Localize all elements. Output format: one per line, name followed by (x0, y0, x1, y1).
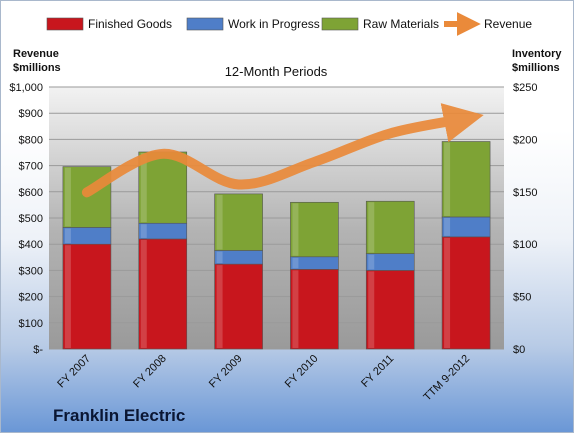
bar-raw-materials (138, 151, 188, 224)
chart-title: 12-Month Periods (225, 64, 328, 79)
bar-finished-goods (290, 269, 339, 350)
right-tick-label: $50 (513, 292, 531, 304)
bar-highlight (140, 239, 147, 348)
bar-raw-materials (441, 141, 491, 218)
left-tick-label: $500 (19, 213, 43, 225)
bar-highlight (292, 270, 299, 348)
right-tick-label: $150 (513, 187, 537, 199)
bar-highlight (216, 194, 223, 250)
bar-finished-goods (441, 236, 491, 350)
right-axis-title-line2: $millions (512, 62, 560, 74)
x-tick-label: FY 2011 (359, 353, 396, 390)
bar-highlight (64, 228, 71, 244)
legend-label-revenue: Revenue (484, 17, 532, 31)
bar-finished-goods (62, 243, 112, 350)
x-tick-label: FY 2009 (207, 353, 245, 391)
bar-raw-materials (365, 200, 415, 254)
legend-swatch-finished-goods (46, 17, 84, 31)
legend-label-raw-materials: Raw Materials (363, 17, 439, 31)
legend-swatch-work-in-progress (186, 17, 224, 31)
right-axis-ticks: $0 $50 $100 $150 $200 $250 (513, 82, 537, 356)
bar-raw-materials (214, 193, 263, 251)
revenue-line (81, 103, 484, 198)
bar-finished-goods (214, 263, 263, 350)
x-tick-label: FY 2007 (55, 353, 93, 391)
bar-highlight (140, 224, 147, 238)
right-tick-label: $0 (513, 344, 525, 356)
bar-highlight (216, 265, 223, 348)
left-axis-ticks: $- $100 $200 $300 $400 $500 $600 $700 $800 $900 $1… (9, 82, 43, 356)
x-tick-label: TTM 9-2012 (421, 353, 472, 404)
left-tick-label: $200 (19, 292, 43, 304)
legend-label-finished-goods: Finished Goods (88, 17, 172, 31)
left-tick-label: $700 (19, 161, 43, 173)
company-name: Franklin Electric (53, 406, 185, 425)
bar-highlight (368, 271, 375, 348)
legend-label-work-in-progress: Work in Progress (228, 17, 320, 31)
left-axis-title-line1: Revenue (13, 48, 59, 60)
left-tick-label: $400 (19, 239, 43, 251)
left-axis-title-line2: $millions (13, 62, 61, 74)
left-tick-label: $300 (19, 265, 43, 277)
bar-highlight (444, 237, 451, 348)
bar-series (62, 141, 491, 350)
bar-highlight (368, 202, 375, 253)
bar-highlight (444, 217, 451, 236)
bar-finished-goods (365, 270, 415, 350)
right-tick-label: $100 (513, 239, 537, 251)
left-tick-label: $900 (19, 108, 43, 120)
legend-swatch-raw-materials (321, 17, 359, 31)
bar-highlight (444, 142, 451, 216)
left-tick-label: $800 (19, 134, 43, 146)
x-tick-label: FY 2010 (283, 353, 321, 391)
revenue-line-series (81, 103, 484, 198)
bar-highlight (140, 152, 147, 223)
bar-highlight (292, 203, 299, 256)
left-tick-label: $600 (19, 187, 43, 199)
bar-raw-materials (290, 201, 339, 258)
bar-highlight (64, 245, 71, 348)
left-tick-label: $100 (19, 318, 43, 330)
bar-highlight (368, 254, 375, 270)
bar-highlight (64, 167, 71, 227)
bar-highlight (292, 257, 299, 269)
right-tick-label: $250 (513, 82, 537, 94)
x-tick-label: FY 2008 (131, 353, 169, 391)
left-tick-label: $- (33, 344, 43, 356)
legend: Finished Goods Work in Progress Raw Materi… (46, 12, 532, 36)
bar-highlight (216, 251, 223, 264)
right-axis-title-line1: Inventory (512, 48, 562, 60)
right-tick-label: $200 (513, 134, 537, 146)
x-axis-ticks: FY 2007 FY 2008 FY 2009 FY 2010 FY 2011 TTM 9… (55, 353, 472, 404)
left-tick-label: $1,000 (9, 82, 43, 94)
